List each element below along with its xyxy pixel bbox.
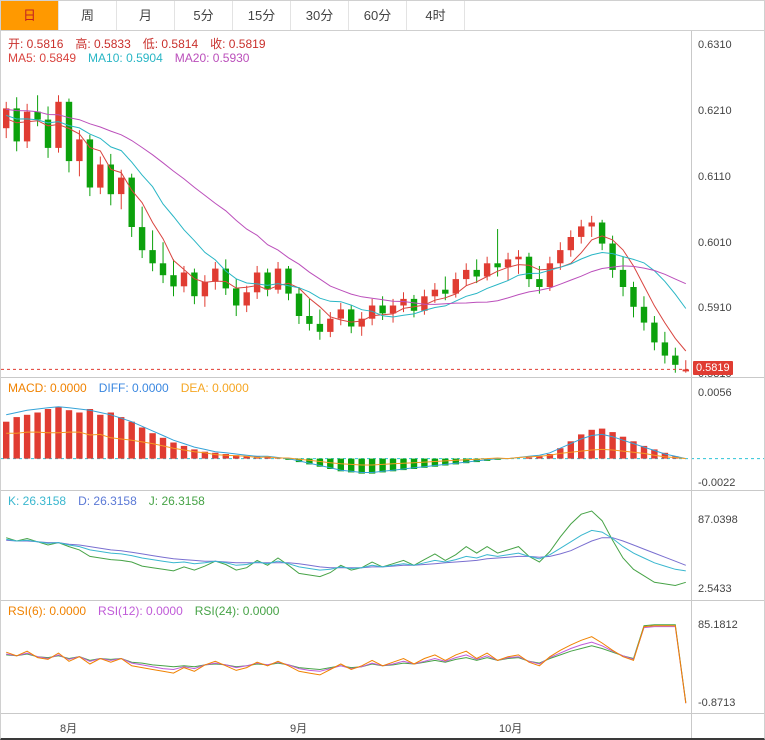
xaxis-label: 10月	[499, 723, 523, 735]
axis-label: 2.5433	[698, 582, 732, 595]
j-value: J: 26.3158	[148, 494, 205, 508]
axis-label: 0.6110	[698, 170, 731, 183]
macd-readout: MACD: 0.0000 DIFF: 0.0000 DEA: 0.0000	[8, 381, 261, 395]
axis-label: 85.1812	[698, 618, 738, 631]
price-panel: 开: 0.5816 高: 0.5833 低: 0.5814 收: 0.5819 MA5…	[1, 31, 764, 380]
tab-week[interactable]: 周	[59, 1, 117, 30]
axis-label: 0.6310	[698, 38, 732, 51]
axis-label: 0.0056	[698, 387, 732, 399]
macd-chart-canvas[interactable]	[1, 378, 764, 490]
close-value: 收: 0.5819	[210, 37, 266, 51]
rsi24-value: RSI(24): 0.0000	[194, 604, 280, 618]
ohlc-readout: 开: 0.5816 高: 0.5833 低: 0.5814 收: 0.5819	[8, 35, 278, 52]
tab-30min[interactable]: 30分	[291, 1, 349, 30]
kdj-panel: K: 26.3158 D: 26.3158 J: 26.3158 87.0398 2.…	[1, 491, 764, 601]
axis-label: 0.6210	[698, 104, 732, 117]
open-value: 开: 0.5816	[8, 37, 64, 51]
time-axis: 8月 9月 10月	[1, 714, 764, 738]
rsi-chart-canvas[interactable]	[1, 601, 691, 713]
tab-60min[interactable]: 60分	[349, 1, 407, 30]
d-value: D: 26.3158	[78, 494, 137, 508]
k-value: K: 26.3158	[8, 494, 67, 508]
current-price-tag: 0.5819	[693, 361, 733, 376]
macd-axis: 0.0056 -0.0022	[691, 378, 764, 490]
axis-label: 87.0398	[698, 514, 738, 527]
diff-value: DIFF: 0.0000	[98, 381, 169, 395]
xaxis-label: 9月	[289, 723, 308, 735]
high-value: 高: 0.5833	[75, 37, 131, 51]
rsi-axis: 85.1812 -0.8713	[691, 601, 764, 713]
kdj-readout: K: 26.3158 D: 26.3158 J: 26.3158	[8, 494, 217, 508]
ma5-value: MA5: 0.5849	[8, 51, 77, 65]
axis-separator	[691, 714, 692, 738]
tab-4hour[interactable]: 4时	[407, 1, 465, 30]
macd-value: MACD: 0.0000	[8, 381, 87, 395]
low-value: 低: 0.5814	[142, 37, 199, 51]
ma10-value: MA10: 0.5904	[88, 51, 163, 65]
kdj-axis: 87.0398 2.5433	[691, 491, 764, 600]
axis-label: -0.8713	[698, 696, 736, 709]
kdj-chart-canvas[interactable]	[1, 491, 691, 600]
timeframe-toolbar: 日周月 5分 15分 30分 60分 4时	[1, 1, 764, 31]
macd-panel: MACD: 0.0000 DIFF: 0.0000 DEA: 0.0000 0.00…	[1, 378, 764, 491]
price-chart-canvas[interactable]	[1, 31, 691, 377]
tab-day[interactable]: 日	[1, 1, 59, 30]
xaxis-label: 8月	[59, 723, 78, 735]
ma-readout: MA5: 0.5849 MA10: 0.5904 MA20: 0.5930	[8, 51, 261, 65]
tab-15min[interactable]: 15分	[233, 1, 291, 30]
rsi-readout: RSI(6): 0.0000 RSI(12): 0.0000 RSI(24): 0.…	[8, 604, 291, 618]
tab-5min[interactable]: 5分	[175, 1, 233, 30]
tab-month[interactable]: 月	[117, 1, 175, 30]
rsi12-value: RSI(12): 0.0000	[98, 604, 183, 618]
ma20-value: MA20: 0.5930	[174, 51, 250, 65]
price-axis: 0.5819 0.63100.62100.61100.60100.59100.5…	[691, 31, 764, 380]
rsi-panel: RSI(6): 0.0000 RSI(12): 0.0000 RSI(24): 0.…	[1, 601, 764, 714]
rsi6-value: RSI(6): 0.0000	[8, 604, 87, 618]
dea-value: DEA: 0.0000	[180, 381, 249, 395]
axis-label: -0.0022	[698, 477, 736, 489]
axis-label: 0.5910	[698, 302, 732, 315]
axis-label: 0.6010	[698, 236, 732, 249]
